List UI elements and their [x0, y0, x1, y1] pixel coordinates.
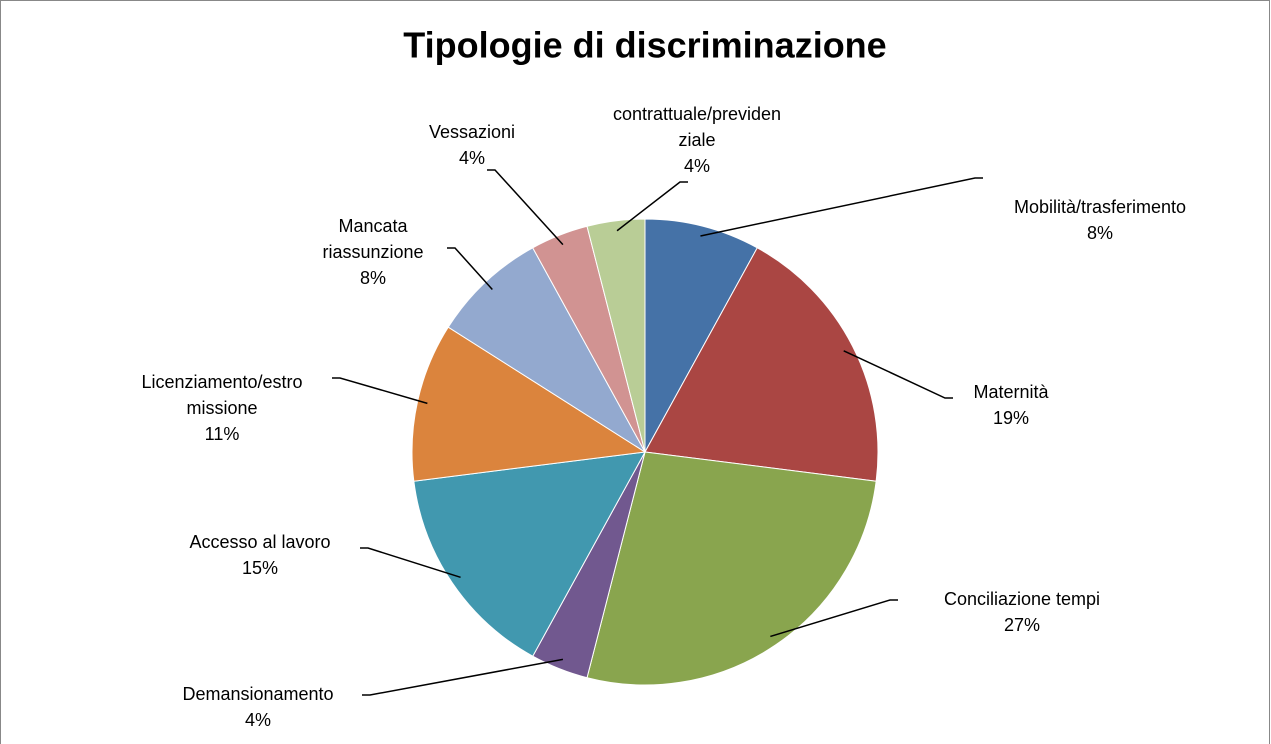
data-label: Vessazioni 4%	[372, 95, 572, 195]
value-label: 4%	[458, 148, 485, 168]
leader-line	[843, 350, 953, 399]
value-label: 8%	[1086, 223, 1113, 243]
value-label: 4%	[244, 710, 271, 730]
label-box: contrattuale/previdenziale 4%	[610, 90, 785, 190]
leader-line	[487, 169, 564, 246]
pie-slice	[413, 451, 646, 657]
value-label: 8%	[359, 268, 386, 288]
pie-slice	[644, 247, 879, 482]
leader-line	[770, 599, 898, 638]
category-label: Mobilità/trasferimento	[1013, 197, 1187, 217]
category-label: Maternità	[973, 382, 1049, 402]
leader-line	[616, 181, 688, 232]
leader-line	[700, 177, 983, 237]
pie-slice	[644, 218, 758, 453]
category-label: Accesso al lavoro	[189, 532, 331, 552]
category-label: Mancata riassunzione	[322, 216, 424, 262]
category-label: Vessazioni	[428, 122, 516, 142]
value-label: 4%	[683, 156, 710, 176]
leader-line	[332, 377, 428, 405]
value-label: 19%	[992, 408, 1030, 428]
label-box: Mancata riassunzione 8%	[308, 202, 438, 302]
label-box: Accesso al lavoro 15%	[135, 505, 385, 605]
value-label: 27%	[1003, 615, 1041, 635]
data-label: Maternità 19%	[911, 355, 1111, 455]
category-label: Demansionamento	[182, 684, 334, 704]
data-label: Conciliazione tempi 27%	[897, 562, 1147, 662]
data-label: Demansionamento 4%	[133, 657, 383, 744]
data-label: Accesso al lavoro 15%	[135, 505, 385, 605]
pie-slice	[586, 451, 877, 686]
data-label: contrattuale/previdenziale 4%	[610, 90, 785, 190]
label-box: Mobilità/trasferimento 8%	[1008, 170, 1193, 270]
label-box: Demansionamento 4%	[133, 657, 383, 744]
data-label: Mancata riassunzione 8%	[308, 202, 438, 302]
leader-line	[360, 547, 461, 579]
data-label: Licenziamento/estromissione 11%	[137, 358, 307, 458]
pie-slice	[586, 218, 646, 453]
chart-title: Tipologie di discriminazione	[403, 25, 886, 66]
label-box: Maternità 19%	[911, 355, 1111, 455]
leader-line	[447, 247, 493, 290]
label-box: Licenziamento/estromissione 11%	[137, 358, 307, 458]
label-box: Vessazioni 4%	[372, 95, 572, 195]
leader-line	[362, 658, 564, 696]
value-label: 11%	[204, 424, 240, 444]
category-label: contrattuale/previdenziale	[612, 104, 782, 150]
label-box: Conciliazione tempi 27%	[897, 562, 1147, 662]
category-label: Licenziamento/estromissione	[141, 372, 303, 418]
data-label: Mobilità/trasferimento 8%	[1008, 170, 1193, 270]
value-label: 15%	[241, 558, 279, 578]
category-label: Conciliazione tempi	[943, 589, 1101, 609]
